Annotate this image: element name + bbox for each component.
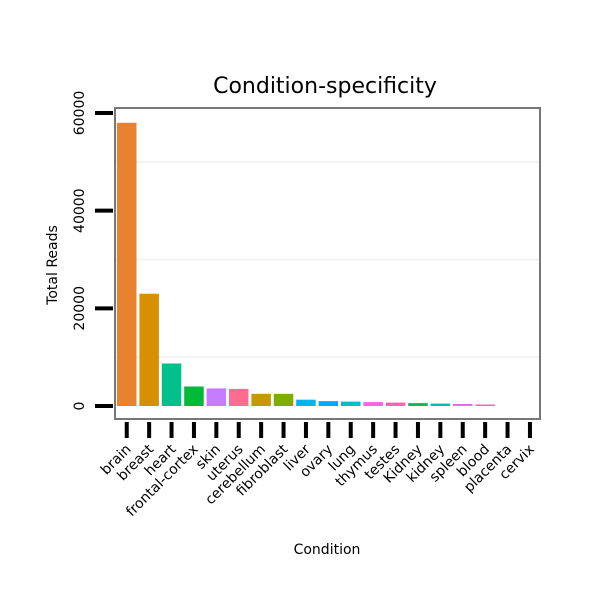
bars	[117, 122, 495, 407]
x-axis-label: Condition	[294, 542, 361, 558]
y-tick-label: 60000	[72, 91, 88, 136]
bar-ovary	[318, 401, 339, 406]
bar-frontal-cortex	[184, 386, 204, 406]
chart-title: Condition-specificity	[213, 74, 437, 99]
bar-liver	[296, 399, 316, 406]
bar-cerebellum	[251, 393, 271, 406]
y-axis: 0 20000 40000 60000	[72, 91, 113, 411]
y-tick-label: 0	[72, 402, 88, 411]
bar-heart	[161, 363, 182, 406]
grid-lines	[115, 160, 540, 359]
plot-panel	[115, 108, 540, 419]
bar-fibroblast	[273, 393, 294, 406]
bar-spleen	[453, 404, 473, 406]
y-tick-label: 20000	[72, 286, 88, 331]
bar-thymus	[363, 402, 383, 406]
bar-testes	[385, 402, 406, 406]
y-axis-label: Total Reads	[45, 225, 61, 306]
bar-kidney	[430, 403, 451, 406]
bar-brain	[117, 122, 137, 407]
bar-skin	[206, 388, 227, 406]
x-axis: brainbreastheartfrontal-cortexskinuterus…	[98, 422, 538, 520]
bar-kidney	[408, 403, 428, 406]
bar-blood	[475, 404, 495, 406]
y-tick-label: 40000	[72, 188, 88, 233]
bar-lung	[341, 401, 361, 406]
bar-breast	[139, 293, 159, 406]
plot-border	[114, 107, 541, 420]
bar-uterus	[229, 388, 249, 406]
